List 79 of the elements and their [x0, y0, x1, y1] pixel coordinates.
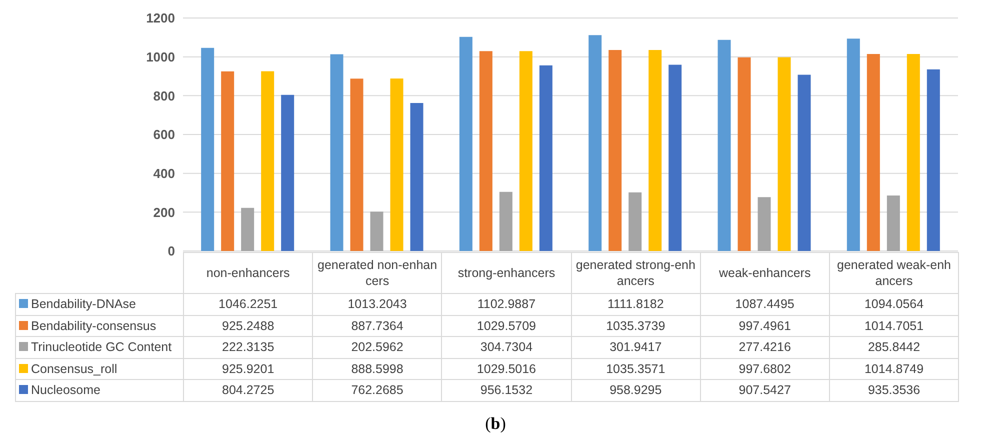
data-label: 935.3536: [829, 380, 959, 401]
bar: [926, 69, 940, 251]
data-label: 925.2488: [184, 315, 313, 336]
text: (b): [484, 414, 507, 434]
data-label: 285.8442: [829, 336, 959, 358]
y-tick-label: 400: [153, 166, 175, 181]
y-tick-label: 0: [168, 244, 175, 259]
bar: [201, 48, 214, 251]
data-label: 1087.4495: [700, 294, 830, 315]
data-label: 1014.7051: [829, 315, 959, 336]
data-label: 1111.8182: [571, 294, 700, 315]
bar: [261, 71, 274, 251]
bar: [608, 50, 622, 251]
data-label: 1094.0564: [829, 294, 959, 315]
bar: [886, 196, 900, 251]
x-tick-label: generated strong-enhancers: [571, 252, 700, 294]
bar: [370, 212, 384, 251]
x-tick-label: strong-enhancers: [442, 252, 572, 294]
data-label: 1102.9887: [442, 294, 572, 315]
data-label: 958.9295: [571, 380, 700, 401]
bar: [459, 36, 472, 251]
x-tick-label: weak-enhancers: [700, 252, 830, 294]
data-label: 1029.5709: [442, 315, 572, 336]
bar: [221, 71, 234, 251]
bar: [648, 50, 662, 251]
data-label: 1013.2043: [312, 294, 442, 315]
y-tick-label: 1200: [146, 10, 175, 26]
data-label: 956.1532: [442, 380, 572, 401]
legend-label: Consensus_roll: [16, 358, 184, 380]
bar: [668, 64, 682, 251]
bar: [778, 57, 791, 251]
data-label: 887.7364: [312, 315, 442, 336]
bar: [330, 54, 344, 251]
bar: [846, 38, 860, 251]
legend-label: Nucleosome: [16, 380, 184, 401]
bar: [906, 54, 920, 251]
data-label: 888.5998: [312, 358, 442, 380]
bar: [866, 54, 880, 251]
data-label: 997.4961: [700, 315, 830, 336]
legend-label: Trinucleotide GC Content: [16, 336, 184, 358]
bar: [390, 78, 404, 251]
y-tick-label: 800: [153, 88, 175, 104]
bar: [738, 57, 751, 251]
bar: [758, 197, 771, 251]
data-label: 1029.5016: [442, 358, 572, 380]
bar: [798, 74, 811, 251]
x-tick-label: generated non-enhancers: [312, 252, 442, 294]
bar: [499, 192, 512, 251]
y-tick-label: 600: [153, 127, 175, 142]
data-label: 925.9201: [184, 358, 313, 380]
data-label: 301.9417: [571, 336, 700, 358]
bar: [628, 192, 642, 251]
data-label: 907.5427: [700, 380, 830, 401]
data-label: 277.4216: [700, 336, 830, 358]
data-label: 997.6802: [700, 358, 830, 380]
y-tick-label: 1000: [146, 49, 175, 64]
y-tick-label: 200: [153, 204, 175, 220]
legend-label: Bendability-consensus: [16, 315, 184, 336]
data-label: 762.2685: [312, 380, 442, 401]
bar: [539, 65, 552, 251]
bar: [718, 40, 731, 251]
data-label: 1035.3739: [571, 315, 700, 336]
data-label: 804.2725: [184, 380, 313, 401]
data-label: 1046.2251: [184, 294, 313, 315]
bar: [588, 35, 602, 251]
bar: [410, 102, 424, 251]
bar: [519, 51, 532, 251]
data-label: 202.5962: [312, 336, 442, 358]
x-tick-label: non-enhancers: [184, 252, 313, 294]
data-label: 222.3135: [184, 336, 313, 358]
data-label: 1014.8749: [829, 358, 959, 380]
bar: [241, 208, 254, 251]
legend-label: Bendability-DNAse: [16, 294, 184, 315]
bar: [479, 51, 492, 251]
data-label: 1035.3571: [571, 358, 700, 380]
bar: [350, 78, 364, 251]
bar: [281, 94, 294, 251]
data-label: 304.7304: [442, 336, 572, 358]
x-tick-label: generated weak-enhancers: [829, 252, 959, 294]
